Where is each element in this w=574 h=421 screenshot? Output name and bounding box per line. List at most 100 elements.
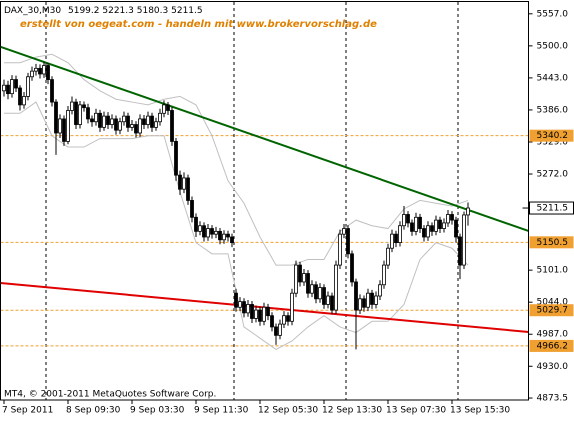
candle-body [222, 233, 226, 241]
candle-body [166, 104, 170, 111]
candle-body [98, 112, 102, 128]
candle-body [62, 118, 66, 142]
candle-body [362, 298, 366, 308]
level-label-box [529, 304, 574, 317]
candle-body [114, 118, 118, 131]
candle-body [322, 287, 326, 305]
candle-body [418, 216, 422, 229]
candle-body [158, 112, 162, 123]
candle-body [54, 101, 58, 134]
candle-body [38, 67, 42, 75]
candle-body [202, 225, 206, 238]
candle-body [410, 222, 414, 232]
level-label: 5340.2 [537, 131, 569, 141]
candle-body [2, 84, 6, 92]
candle-body [46, 65, 50, 80]
candle-body [10, 79, 14, 95]
candle-body [398, 225, 402, 243]
candle-body [446, 214, 450, 224]
candle-body [458, 236, 462, 266]
y-tick-label: 5101.0 [537, 266, 569, 276]
y-tick-label: 5443.0 [537, 73, 569, 83]
candle-body [250, 304, 254, 319]
candle-body [290, 292, 294, 322]
candle-body [422, 228, 426, 238]
candle-body [174, 141, 178, 176]
candle-body [86, 107, 90, 120]
candle-body [258, 309, 262, 322]
candle-body [366, 292, 370, 308]
candle-body [190, 200, 194, 218]
candle-body [138, 118, 142, 134]
candle-body [78, 104, 82, 125]
last-low: 5180.3 [137, 6, 169, 16]
candle-body [314, 284, 318, 300]
last-close: 5211.5 [171, 6, 203, 16]
candle-body [350, 253, 354, 283]
level-label-box [529, 236, 574, 249]
candle-body [14, 79, 18, 89]
candle-body [438, 219, 442, 229]
candle-body [330, 295, 334, 311]
candle-body [326, 295, 330, 305]
candle-body [346, 228, 350, 255]
candle-body [414, 216, 418, 232]
watermark: erstellt von oegeat.com - handeln mit ww… [20, 19, 377, 30]
x-tick-label: 8 Sep 09:30 [66, 406, 121, 416]
candle-body [146, 115, 150, 125]
candle-body [454, 219, 458, 238]
candle-body [302, 273, 306, 283]
symbol-name: DAX_30,M30 [4, 6, 61, 16]
candle-body [466, 207, 470, 216]
candle-body [274, 326, 278, 336]
candle-body [110, 118, 114, 125]
x-tick-label: 9 Sep 03:30 [130, 406, 185, 416]
symbol: DAX_30,M30 5199.2 5221.3 5180.3 5211.5 [4, 6, 203, 16]
candle-body [226, 233, 230, 238]
candle-body [462, 214, 466, 266]
candle-body [26, 76, 30, 97]
copyright: MT4, © 2001-2011 MetaQuotes Software Cor… [4, 390, 216, 400]
candle-body [118, 121, 122, 131]
candle-body [342, 228, 346, 235]
candle-body [170, 110, 174, 142]
candle-body [70, 101, 74, 111]
candle-body [358, 298, 362, 311]
last-open: 5199.2 [68, 6, 100, 16]
candle-body [230, 236, 234, 243]
candle-body [386, 247, 390, 266]
candle-body [214, 230, 218, 235]
candle-body [150, 115, 154, 128]
y-tick-label: 5329.0 [537, 137, 569, 147]
x-tick-label: 12 Sep 05:30 [258, 406, 318, 416]
candle-body [82, 104, 86, 109]
candle-body [394, 233, 398, 243]
candle-body [354, 281, 358, 311]
candle-body [402, 214, 406, 227]
y-tick-label: 4987.0 [537, 330, 569, 340]
candle-body [58, 118, 62, 134]
candle-body [370, 292, 374, 305]
candle-body [94, 112, 98, 123]
candle-body [278, 323, 282, 336]
trend-line [0, 45, 529, 232]
candle-body [262, 306, 266, 322]
y-tick-label: 5557.0 [537, 9, 569, 19]
candle-body [178, 174, 182, 190]
candle-body [382, 264, 386, 286]
candle-body [450, 214, 454, 221]
candle-body [134, 124, 138, 134]
plot-frame [0, 1, 529, 401]
y-tick-label: 4930.0 [537, 362, 569, 372]
candle-body [294, 264, 298, 294]
candle-body [22, 96, 26, 106]
candle-body [374, 295, 378, 305]
candle-body [246, 304, 250, 314]
candle-body [430, 225, 434, 232]
candle-body [34, 67, 38, 72]
candle-body [206, 228, 210, 238]
price-label: 5211.5 [537, 204, 569, 214]
candle-body [182, 177, 186, 190]
